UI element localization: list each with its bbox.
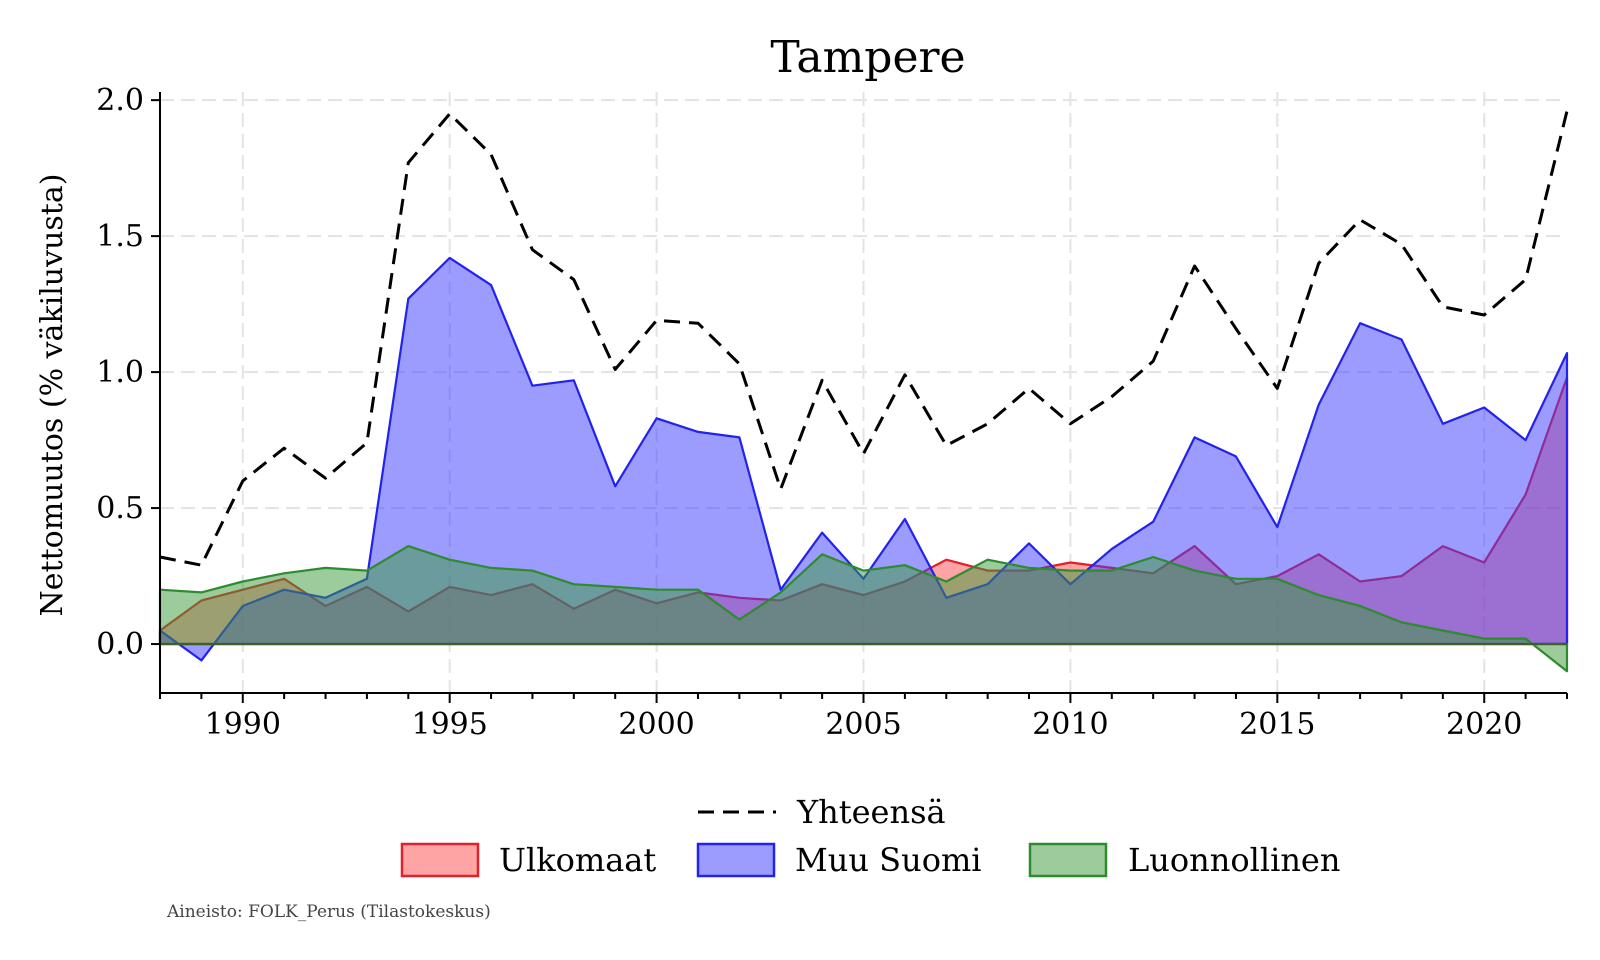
y-ticks: 0.0 0.5 1.0 1.5 2.0	[96, 83, 160, 662]
x-tick-label-2010: 2010	[1032, 707, 1108, 742]
legend-swatch-muu-suomi	[696, 842, 776, 878]
x-tick-label-2015: 2015	[1239, 707, 1315, 742]
y-tick-label-0: 0.0	[96, 627, 144, 662]
legend-swatch-luonnollinen	[1028, 842, 1108, 878]
source-note: Aineisto: FOLK_Perus (Tilastokeskus)	[166, 902, 491, 922]
x-tick-label-1995: 1995	[411, 707, 487, 742]
area-series-muu-suomi	[158, 256, 1569, 662]
y-tick-label-2: 2.0	[96, 83, 144, 118]
x-tick-label-1990: 1990	[205, 707, 281, 742]
y-tick-label-1: 1.0	[96, 355, 144, 390]
legend-swatch-ulkomaat	[400, 842, 480, 878]
legend-label-luonnollinen: Luonnollinen	[1128, 841, 1340, 879]
area-series-layer	[158, 256, 1569, 673]
legend-label-ulkomaat: Ulkomaat	[499, 841, 656, 879]
legend: Yhteensä Ulkomaat Muu Suomi Luonnollinen	[400, 793, 1340, 879]
y-tick-label-0-5: 0.5	[96, 491, 144, 526]
legend-label-yhteensa: Yhteensä	[796, 793, 946, 831]
x-tick-label-2005: 2005	[825, 707, 901, 742]
y-tick-label-1-5: 1.5	[96, 219, 144, 254]
line-series-layer	[159, 110, 1569, 567]
y-axis-label: Nettomuutos (% väkiluvusta)	[35, 174, 70, 617]
line-series-yhteensa	[159, 110, 1569, 567]
area-series-luonnollinen	[158, 545, 1569, 673]
chart-title: Tampere	[770, 32, 965, 83]
x-ticks: 1990 1995 2000 2005 2010 2015 2020	[159, 693, 1568, 742]
x-tick-label-2000: 2000	[618, 707, 694, 742]
legend-label-muu-suomi: Muu Suomi	[795, 841, 982, 879]
x-tick-label-2020: 2020	[1446, 707, 1522, 742]
